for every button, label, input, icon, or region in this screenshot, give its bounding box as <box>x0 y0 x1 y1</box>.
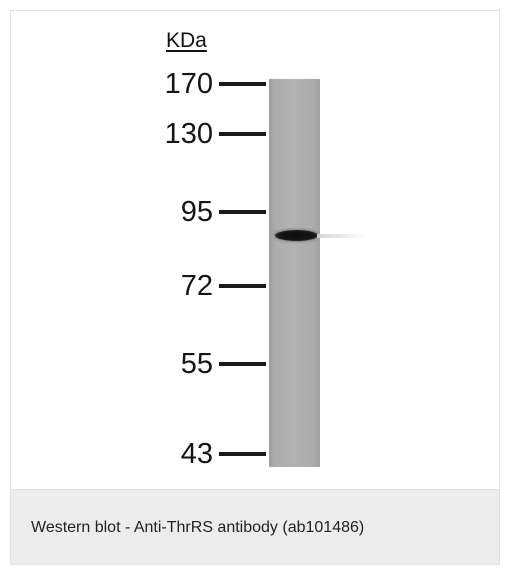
marker-value: 55 <box>180 348 213 380</box>
marker-value: 43 <box>180 438 213 470</box>
marker-tick <box>219 132 266 136</box>
band-smear <box>317 234 365 238</box>
marker-value: 170 <box>164 68 213 100</box>
marker-tick <box>219 210 266 214</box>
figure-card: KDa 170 130 95 72 55 43 Western bl <box>10 10 500 565</box>
marker-tick <box>219 452 266 456</box>
caption-bar: Western blot - Anti-ThrRS antibody (ab10… <box>11 489 499 564</box>
marker-value: 130 <box>164 118 213 150</box>
marker-tick <box>219 362 266 366</box>
marker-72: 72 <box>151 269 269 303</box>
marker-tick <box>219 284 266 288</box>
unit-label: KDa <box>166 29 207 52</box>
marker-43: 43 <box>151 437 269 471</box>
protein-band <box>275 230 318 241</box>
marker-tick <box>219 82 266 86</box>
marker-95: 95 <box>151 195 269 229</box>
marker-130: 130 <box>151 117 269 151</box>
figure-caption: Western blot - Anti-ThrRS antibody (ab10… <box>31 519 365 536</box>
marker-value: 72 <box>180 270 213 302</box>
western-blot-image: KDa 170 130 95 72 55 43 <box>11 11 499 489</box>
marker-55: 55 <box>151 347 269 381</box>
marker-value: 95 <box>180 196 213 228</box>
marker-170: 170 <box>151 67 269 101</box>
gel-lane <box>269 79 320 467</box>
